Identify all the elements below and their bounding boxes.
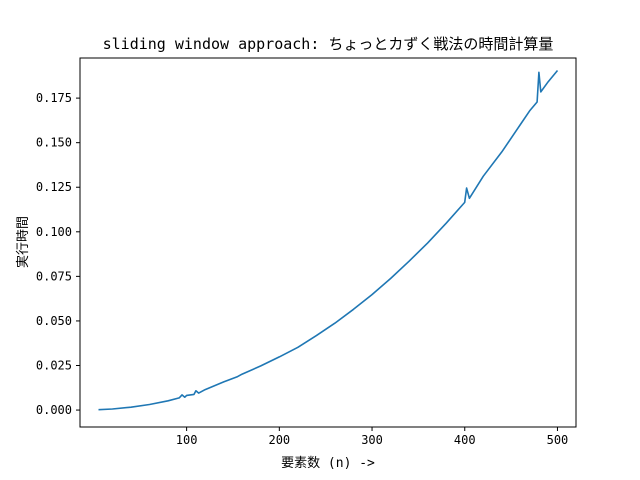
y-axis-label: 実行時間: [15, 216, 31, 268]
x-tick-label: 200: [268, 433, 290, 447]
y-tick-label: 0.050: [36, 314, 72, 328]
x-axis: 100 200 300 400 500: [176, 427, 569, 447]
plot-marks: [98, 69, 559, 411]
x-tick-label: 500: [547, 433, 569, 447]
y-tick-label: 0.025: [36, 359, 72, 373]
y-tick-label: 0.075: [36, 269, 72, 283]
x-tick-label: 100: [176, 433, 198, 447]
y-axis: 0.000 0.025 0.050 0.075 0.100 0.125 0.150 0.175: [36, 91, 80, 417]
series-line: [98, 69, 559, 411]
y-tick-label: 0.125: [36, 180, 72, 194]
chart-title: sliding window approach: ちょっとカずく戦法の時間計算量: [103, 35, 554, 53]
x-axis-label: 要素数 (n) ->: [281, 456, 375, 471]
y-tick-label: 0.175: [36, 91, 72, 105]
y-tick-label: 0.000: [36, 403, 72, 417]
y-tick-label: 0.150: [36, 136, 72, 150]
x-tick-label: 400: [454, 433, 476, 447]
plot-frame: [79, 57, 577, 428]
y-tick-label: 0.100: [36, 225, 72, 239]
x-tick-label: 300: [361, 433, 383, 447]
